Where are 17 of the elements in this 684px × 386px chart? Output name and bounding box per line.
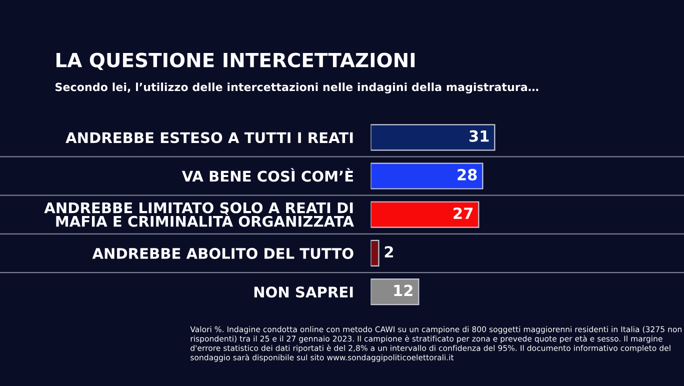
- bar: [370, 124, 496, 151]
- y-tick-label: ANDREBBE LIMITATO SOLO A REATI DI MAFIA E CRIMINALITÀ ORGANIZZATA: [44, 202, 354, 227]
- data-label: 31: [469, 130, 489, 142]
- data-label: 28: [458, 168, 477, 180]
- chart-subtitle: Secondo lei, l’utilizzo delle intercettazioni nelle indagini della magistratura…: [56, 82, 538, 94]
- data-label: 12: [394, 284, 412, 296]
- bar: [370, 201, 480, 228]
- y-tick-label: NON SAPREI: [254, 286, 353, 298]
- y-tick-label: ANDREBBE ESTESO A TUTTI I REATI: [66, 132, 353, 144]
- y-tick-label: ANDREBBE ABOLITO DEL TUTTO: [92, 248, 354, 259]
- y-tick-label: VA BENE COSÌ COM’È: [182, 168, 353, 182]
- data-label: 2: [384, 246, 393, 258]
- chart-title: LA QUESTIONE INTERCETTAZIONI: [56, 52, 415, 70]
- bar: [370, 240, 380, 267]
- data-label: 27: [454, 207, 473, 219]
- bar: [370, 162, 484, 190]
- bar: [370, 278, 420, 306]
